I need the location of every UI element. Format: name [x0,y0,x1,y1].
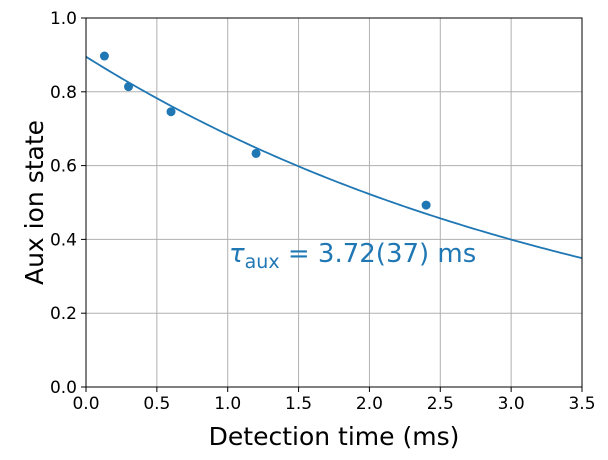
ticks [81,17,583,392]
tau-symbol: τ [229,239,245,269]
x-axis-label: Detection time (ms) [209,422,460,451]
x-tick-label: 0.0 [72,394,99,414]
x-tick-label: 3.5 [568,394,595,414]
data-point [99,51,109,61]
grid [85,17,583,388]
x-tick-label: 2.0 [356,394,383,414]
tau-annotation: τaux = 3.72(37) ms [229,239,476,273]
fit-curve [85,55,583,259]
tau-value: = 3.72(37) ms [280,239,477,269]
data-point [124,82,134,92]
x-tick-label: 1.0 [214,394,241,414]
data-points [99,51,431,210]
x-tick-label: 1.5 [285,394,312,414]
y-tick-label: 0.6 [50,157,77,177]
plot-frame [85,17,583,388]
x-tick-label: 0.5 [143,394,170,414]
data-point [421,200,431,210]
y-tick-label: 0.2 [50,304,77,324]
data-point [251,148,261,158]
x-tick-label: 2.5 [427,394,454,414]
y-tick-label: 0.4 [50,230,77,250]
tick-labels: 0.0 0.5 1.0 1.5 2.0 2.5 3.0 3.5 0.0 0.2 0.4 0.6 0.8 1… [50,9,596,414]
y-tick-label: 1.0 [50,9,77,29]
tau-subscript: aux [245,251,280,273]
data-point [166,107,176,117]
x-tick-label: 3.0 [498,394,525,414]
y-tick-label: 0.8 [50,83,77,103]
y-axis-label: Aux ion state [20,120,49,285]
y-tick-label: 0.0 [50,378,77,398]
